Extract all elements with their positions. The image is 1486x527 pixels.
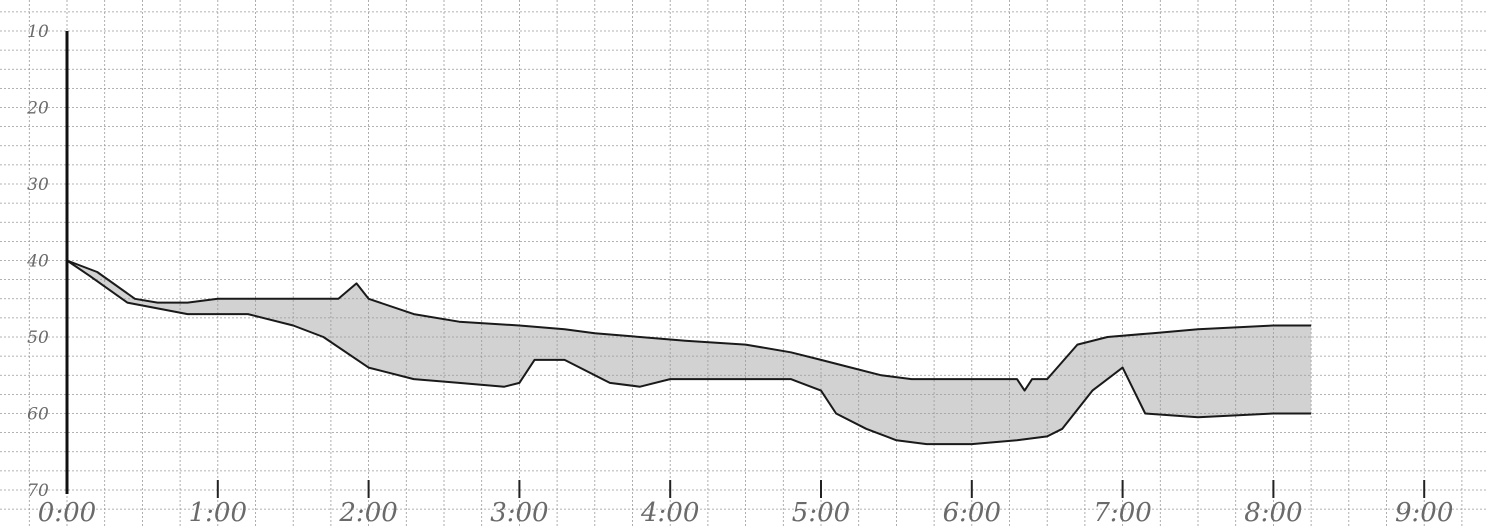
x-tick-label: 4:00 bbox=[640, 498, 699, 527]
x-tick-label: 6:00 bbox=[943, 498, 1001, 527]
y-tick-label: 70 bbox=[27, 481, 49, 501]
y-tick-label: 40 bbox=[26, 252, 49, 272]
x-tick-label: 5:00 bbox=[792, 498, 850, 527]
y-tick-label: 30 bbox=[27, 175, 49, 195]
y-tick-label: 20 bbox=[26, 99, 49, 119]
x-axis-ticks: 0:00 1:00 2:00 3:00 4:00 5:00 6:00 7:00 8:00 9:00 bbox=[38, 480, 1453, 527]
shaded-band bbox=[67, 260, 1312, 445]
y-tick-label: 50 bbox=[27, 328, 49, 348]
y-tick-label: 60 bbox=[27, 405, 49, 425]
lower-series-line bbox=[66, 259, 1312, 446]
x-tick-label: 7:00 bbox=[1093, 498, 1151, 527]
x-tick-label: 1:00 bbox=[189, 498, 247, 527]
x-tick-label: 3:00 bbox=[490, 498, 548, 527]
y-axis-ticks: 10 20 30 40 50 60 70 bbox=[26, 22, 49, 501]
x-tick-label: 0:00 bbox=[38, 498, 96, 527]
y-tick-label: 10 bbox=[27, 22, 49, 42]
x-tick-label: 9:00 bbox=[1395, 498, 1453, 527]
upper-series-line bbox=[66, 259, 1312, 392]
x-tick-label: 2:00 bbox=[338, 498, 397, 527]
x-tick-label: 8:00 bbox=[1244, 498, 1302, 527]
